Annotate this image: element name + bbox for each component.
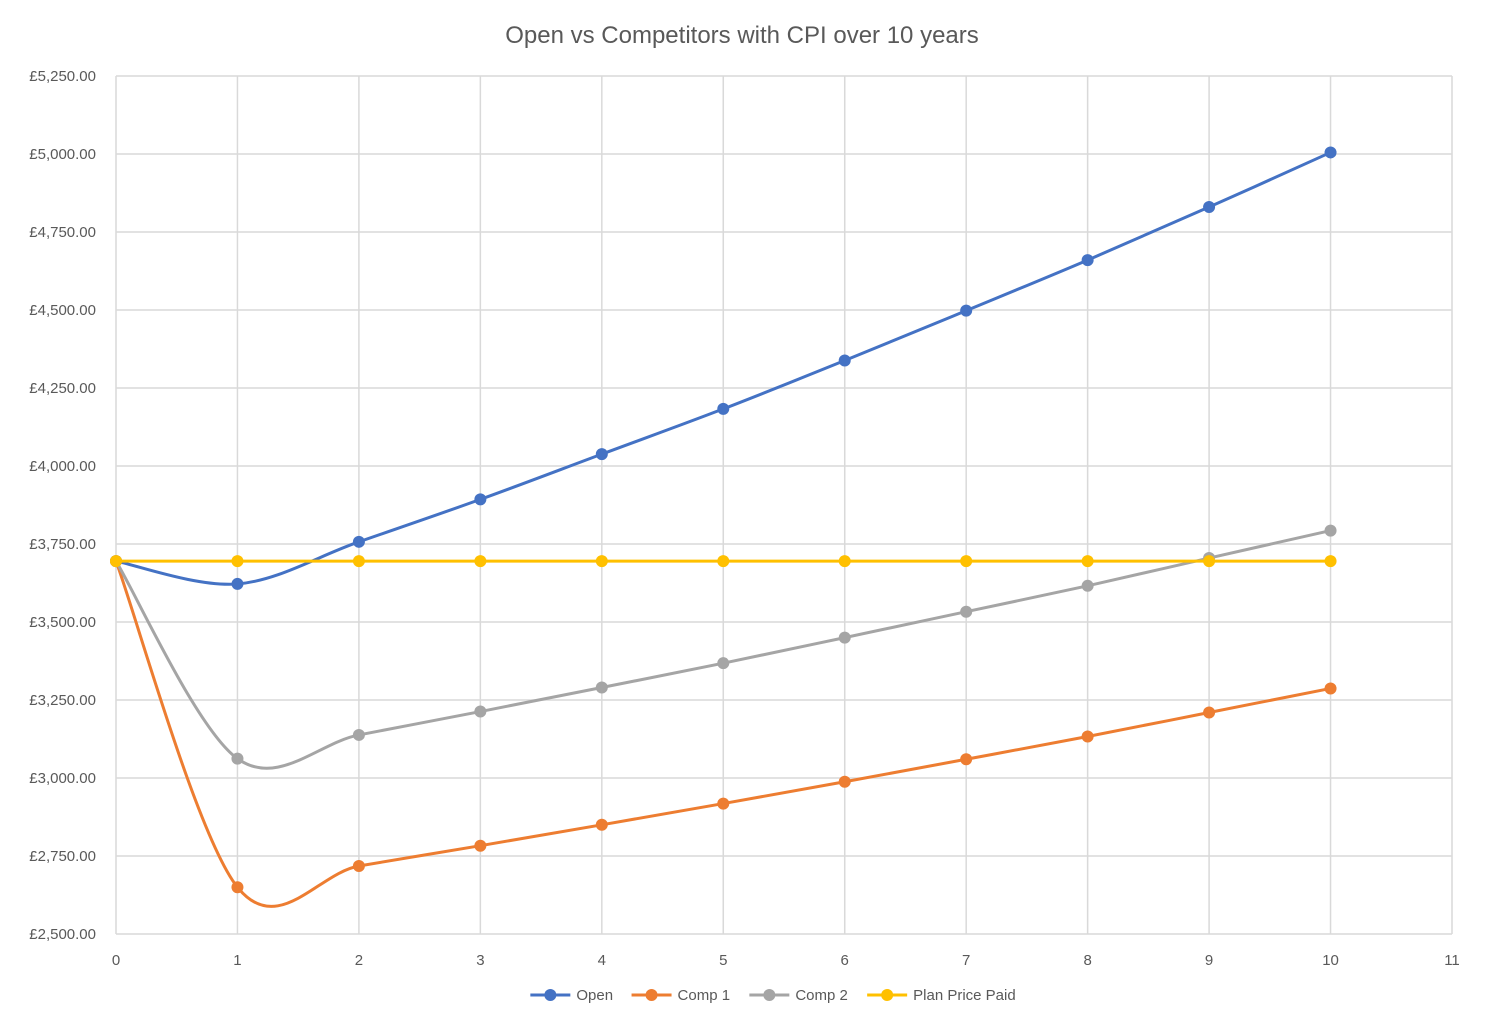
legend-point-marker: [763, 989, 776, 1001]
x-tick-label: 9: [1205, 952, 1213, 969]
data-point: [352, 859, 365, 872]
x-tick-label: 8: [1083, 952, 1091, 969]
data-point: [1203, 201, 1216, 214]
data-point: [1324, 682, 1337, 695]
data-point: [1203, 555, 1216, 568]
data-point: [960, 304, 973, 317]
legend-label: Comp 2: [795, 987, 848, 1004]
data-point: [1081, 254, 1094, 267]
y-tick-label: £3,000.00: [29, 770, 96, 787]
legend: Open Comp 1 Comp 2 Plan Price Paid: [530, 987, 1016, 1004]
data-point: [717, 657, 730, 670]
y-tick-label: £3,750.00: [29, 536, 96, 553]
data-point: [838, 631, 851, 644]
data-point: [838, 775, 851, 788]
data-point: [595, 555, 608, 568]
data-point: [1081, 579, 1094, 592]
legend-item: Comp 1: [631, 987, 731, 1004]
data-point: [352, 728, 365, 741]
series-open: [110, 146, 1337, 590]
data-point: [110, 555, 122, 568]
y-tick-label: £4,000.00: [29, 458, 96, 475]
legend-item: Plan Price Paid: [867, 987, 1016, 1004]
x-tick-label: 7: [962, 952, 970, 969]
data-point: [595, 681, 608, 694]
data-point: [1324, 555, 1337, 568]
legend-point-marker: [881, 989, 894, 1001]
gridlines: [115, 75, 1453, 935]
data-point: [838, 354, 851, 367]
data-point: [960, 555, 973, 568]
x-tick-label: 10: [1322, 952, 1339, 969]
data-point: [960, 605, 973, 618]
chart-title: Open vs Competitors with CPI over 10 yea…: [505, 22, 979, 49]
x-tick-label: 1: [233, 952, 241, 969]
data-point: [838, 555, 851, 568]
data-point: [717, 797, 730, 810]
legend-point-marker: [645, 989, 658, 1001]
data-point: [231, 555, 244, 568]
x-tick-label: 5: [719, 952, 727, 969]
y-tick-label: £3,500.00: [29, 614, 96, 631]
data-point: [1203, 706, 1216, 719]
data-point: [352, 535, 365, 548]
y-tick-label: £4,500.00: [29, 302, 96, 319]
data-point: [717, 555, 730, 568]
legend-item: Open: [530, 987, 613, 1004]
x-tick-label: 3: [476, 952, 484, 969]
data-point: [231, 577, 244, 590]
x-tick-label: 6: [841, 952, 849, 969]
x-tick-label: 0: [112, 952, 120, 969]
data-point: [231, 752, 244, 765]
data-point: [1324, 524, 1337, 537]
data-point: [1081, 730, 1094, 743]
series-lines: [110, 146, 1337, 908]
legend-item: Comp 2: [749, 987, 848, 1004]
legend-label: Comp 1: [678, 987, 731, 1004]
data-point: [352, 555, 365, 568]
legend-point-marker: [544, 989, 557, 1001]
data-point: [474, 493, 487, 506]
series-plan-price-paid: [110, 555, 1337, 568]
x-tick-label: 4: [598, 952, 606, 969]
y-tick-label: £4,750.00: [29, 224, 96, 241]
data-point: [595, 448, 608, 461]
y-tick-label: £5,250.00: [29, 68, 96, 85]
x-tick-label: 2: [355, 952, 363, 969]
legend-label: Plan Price Paid: [913, 987, 1016, 1004]
data-point: [474, 705, 487, 718]
y-tick-label: £2,500.00: [29, 926, 96, 943]
x-tick-label: 11: [1444, 952, 1460, 969]
y-tick-label: £5,000.00: [29, 146, 96, 163]
data-point: [1081, 555, 1094, 568]
data-point: [231, 881, 244, 894]
series-line: [114, 560, 1331, 908]
data-point: [595, 818, 608, 831]
data-point: [474, 839, 487, 852]
y-tick-label: £3,250.00: [29, 692, 96, 709]
data-point: [474, 555, 487, 568]
y-tick-label: £2,750.00: [29, 848, 96, 865]
data-point: [960, 753, 973, 766]
y-tick-label: £4,250.00: [29, 380, 96, 397]
data-point: [1324, 146, 1337, 159]
axis-tick-labels: £2,500.00 £2,750.00 £3,000.00 £3,250.00 £3,5…: [29, 68, 1460, 969]
series-line: [114, 529, 1331, 770]
data-point: [717, 402, 730, 415]
legend-label: Open: [576, 987, 613, 1004]
